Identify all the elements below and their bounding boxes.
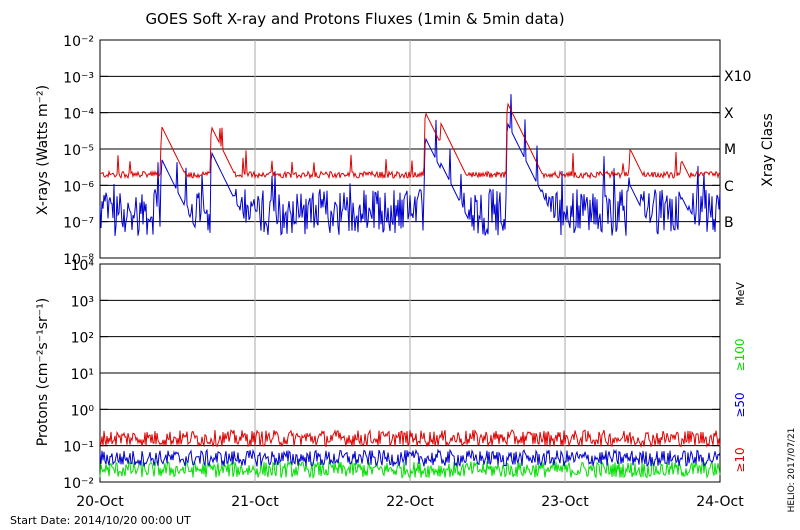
proton-series: [99, 372, 721, 480]
proton-y-ticks: 10⁴ 10³ 10² 10¹ 10⁰ 10⁻¹ 10⁻²: [63, 258, 720, 492]
proton-legend-label: ≥10: [733, 447, 747, 472]
y-tick-label: 10²: [71, 331, 94, 347]
y-tick-label: 10⁻⁷: [63, 216, 94, 232]
xray-class-labels: X10 X M C B: [724, 69, 751, 231]
xray-class-axis-label: Xray Class: [760, 113, 776, 187]
xray-y-axis-label: X-rays (Watts m⁻²): [35, 85, 51, 215]
xray-class-label: C: [724, 179, 734, 195]
y-tick-label: 10⁻¹: [63, 440, 94, 456]
x-tick-label: 23-Oct: [541, 494, 589, 510]
x-tick-label: 21-Oct: [231, 494, 279, 510]
proton-panel: 10⁴ 10³ 10² 10¹ 10⁰ 10⁻¹ 10⁻² ≥100 ≥50 ≥10 Proto…: [35, 258, 747, 492]
proton-series-line: [99, 459, 721, 480]
y-tick-label: 10⁻²: [63, 34, 94, 50]
proton-legend-label: ≥100: [733, 339, 747, 372]
xray-class-label: B: [724, 215, 734, 231]
start-date: Start Date: 2014/10/20 00:00 UT: [10, 514, 191, 527]
credit-label: HELIO: 2017/07/21: [787, 428, 797, 513]
y-tick-label: 10⁴: [71, 258, 95, 274]
y-tick-label: 10⁻³: [63, 70, 94, 86]
proton-legend: ≥100 ≥50 ≥10: [733, 339, 747, 473]
y-tick-label: 10⁰: [71, 403, 95, 419]
xray-class-label: X10: [724, 69, 751, 85]
x-axis-ticks: 20-Oct 21-Oct 22-Oct 23-Oct 24-Oct: [76, 494, 744, 510]
proton-y-axis-label: Protons (cm⁻²s⁻¹sr⁻¹): [35, 298, 51, 447]
y-tick-label: 10³: [71, 294, 94, 310]
y-tick-label: 10⁻⁶: [63, 179, 94, 195]
y-tick-label: 10⁻⁵: [63, 143, 94, 159]
xray-y-ticks: 10⁻² 10⁻³ 10⁻⁴ 10⁻⁵ 10⁻⁶ 10⁻⁷ 10⁻⁸: [63, 34, 720, 268]
xray-class-label: X: [724, 106, 734, 122]
y-tick-label: 10⁻⁴: [63, 107, 94, 123]
proton-legend-label: ≥50: [733, 392, 747, 417]
proton-series-line: [99, 448, 721, 468]
y-tick-label: 10⁻²: [63, 476, 94, 492]
xray-long-series: [99, 102, 721, 180]
x-tick-label: 20-Oct: [76, 494, 124, 510]
y-tick-label: 10⁻⁸: [63, 252, 94, 268]
x-tick-label: 24-Oct: [696, 494, 744, 510]
xray-short-series: [99, 94, 721, 236]
xray-series: [99, 94, 721, 236]
xray-panel: 10⁻² 10⁻³ 10⁻⁴ 10⁻⁵ 10⁻⁶ 10⁻⁷ 10⁻⁸ X10 X M C B X-r…: [35, 34, 776, 268]
xray-class-label: M: [724, 142, 736, 158]
x-tick-label: 22-Oct: [386, 494, 434, 510]
xray-gridlines: [100, 40, 720, 258]
proton-series-line: [99, 428, 721, 449]
chart-title: GOES Soft X-ray and Protons Fluxes (1min…: [145, 10, 564, 28]
y-tick-label: 10¹: [71, 367, 94, 383]
proton-unit-label: MeV: [734, 282, 747, 306]
